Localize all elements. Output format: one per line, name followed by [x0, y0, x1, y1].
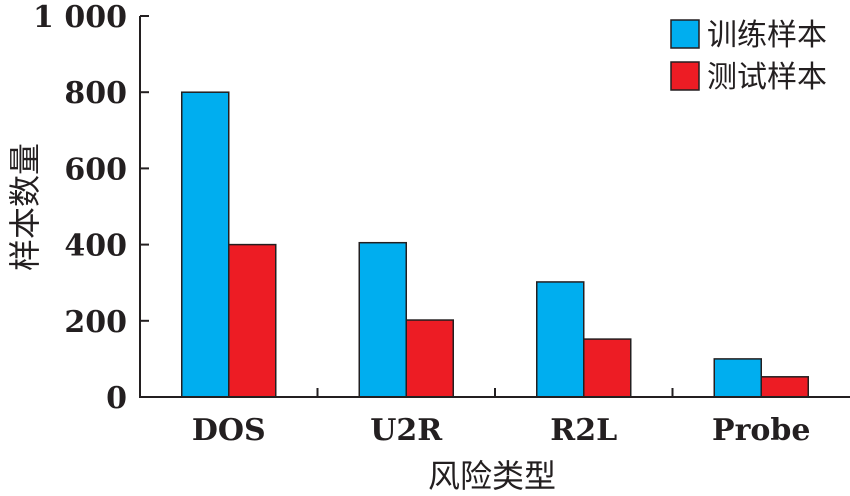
bar-test-dos [228, 243, 277, 398]
bar-train-dos [181, 91, 230, 398]
legend-label: 训练样本 [707, 18, 827, 53]
x-tick-label: U2R [370, 413, 443, 448]
y-tick-label: 1 000 [33, 0, 127, 35]
bar-train-r2l [536, 281, 585, 398]
x-tick-label: DOS [192, 413, 266, 448]
legend-label: 测试样本 [707, 60, 827, 95]
y-ticks-group: 0 200 400 600 800 1 000 [33, 0, 149, 416]
x-tick-label: R2L [550, 413, 617, 448]
y-tick-label: 200 [64, 305, 127, 340]
bar-test-r2l [583, 338, 632, 398]
bar-test-probe [760, 376, 809, 398]
y-axis-title: 样本数量 [6, 143, 44, 271]
x-tick-label: Probe [712, 413, 810, 448]
x-axis-title: 风险类型 [428, 457, 556, 495]
y-tick-label: 600 [64, 152, 127, 187]
legend-swatch [670, 19, 700, 49]
y-tick-label: 400 [64, 229, 127, 264]
legend-swatch [670, 61, 700, 91]
bars-group [181, 91, 809, 398]
bar-train-probe [713, 358, 762, 398]
x-ticks-group: DOS U2R R2L Probe [192, 388, 810, 448]
y-tick-label: 0 [106, 381, 127, 416]
y-tick-label: 800 [64, 76, 127, 111]
bar-train-u2r [358, 241, 407, 398]
bar-test-u2r [405, 319, 454, 398]
